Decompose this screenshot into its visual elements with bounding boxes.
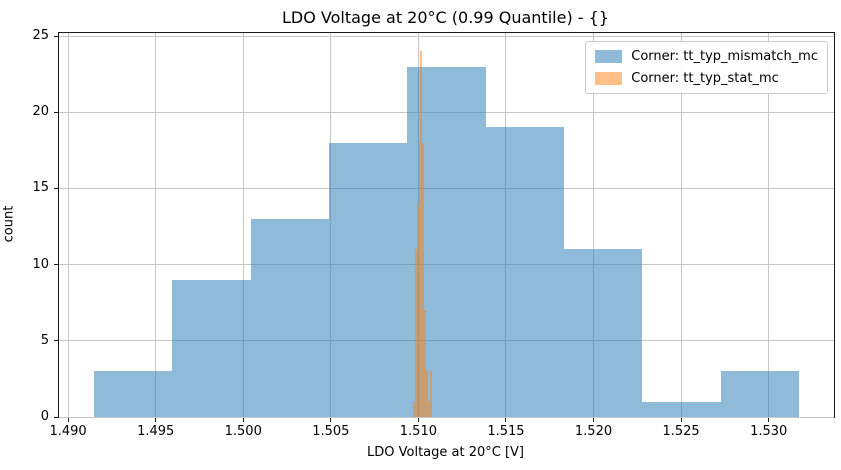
histogram-bar-series-1 <box>414 249 417 417</box>
histogram-bar-series-1 <box>416 203 419 417</box>
gridline-vertical <box>155 33 157 417</box>
x-tick-label: 1.505 <box>312 424 350 439</box>
gridline-horizontal <box>59 416 834 418</box>
gridline-vertical <box>680 33 682 417</box>
y-tick-label: 25 <box>32 28 49 44</box>
histogram-bar-series-1 <box>428 401 430 417</box>
histogram-bar-series-1 <box>426 371 429 417</box>
legend: Corner: tt_typ_mismatch_mc Corner: tt_ty… <box>585 41 828 94</box>
x-tick-mark <box>330 418 332 422</box>
histogram-bar-series-0 <box>642 401 721 417</box>
histogram-bar-series-0 <box>329 142 408 417</box>
x-tick-label: 1.525 <box>662 424 700 439</box>
histogram-bar-series-0 <box>172 279 251 417</box>
gridline-vertical <box>242 33 244 417</box>
x-axis-label: LDO Voltage at 20°C [V] <box>367 445 524 460</box>
legend-item-mismatch: Corner: tt_typ_mismatch_mc <box>595 49 818 64</box>
x-tick-mark <box>67 418 69 422</box>
y-tick-mark <box>54 35 58 37</box>
x-tick-label: 1.520 <box>574 424 613 439</box>
y-tick-label: 15 <box>32 180 49 196</box>
x-tick-label: 1.510 <box>399 424 437 439</box>
x-tick-label: 1.495 <box>137 424 175 439</box>
y-tick-mark <box>54 340 58 342</box>
legend-label-mismatch: Corner: tt_typ_mismatch_mc <box>631 49 818 64</box>
histogram-bar-series-0 <box>720 371 799 417</box>
plot-area: Corner: tt_typ_mismatch_mc Corner: tt_ty… <box>58 32 835 418</box>
y-tick-label: 5 <box>40 332 49 348</box>
x-tick-mark <box>768 418 770 422</box>
legend-swatch-mismatch-icon <box>595 50 623 63</box>
y-tick-mark <box>54 416 58 418</box>
histogram-bar-series-1 <box>429 371 432 417</box>
y-tick-label: 10 <box>32 256 49 272</box>
x-tick-mark <box>417 418 419 422</box>
legend-item-stat: Corner: tt_typ_stat_mc <box>595 71 818 86</box>
histogram-bar-series-0 <box>250 218 330 417</box>
y-axis-label: count <box>1 205 17 243</box>
histogram-bar-series-1 <box>422 142 425 417</box>
y-tick-mark <box>54 111 58 113</box>
legend-swatch-stat-icon <box>595 72 623 85</box>
bars-layer <box>59 33 834 417</box>
x-tick-mark <box>680 418 682 422</box>
y-tick-mark <box>54 264 58 266</box>
histogram-bar-series-1 <box>418 142 421 417</box>
legend-label-stat: Corner: tt_typ_stat_mc <box>631 71 779 86</box>
x-tick-mark <box>593 418 595 422</box>
y-tick-mark <box>54 187 58 189</box>
histogram-bar-series-1 <box>412 401 415 417</box>
histogram-bar-series-0 <box>485 127 564 417</box>
histogram-bar-series-0 <box>563 249 643 417</box>
gridline-vertical <box>768 33 770 417</box>
x-tick-label: 1.530 <box>750 424 788 439</box>
gridline-vertical <box>593 33 595 417</box>
x-tick-label: 1.515 <box>487 424 525 439</box>
y-tick-label: 0 <box>40 409 49 424</box>
x-tick-label: 1.490 <box>49 424 87 439</box>
y-tick-label: 20 <box>32 104 49 120</box>
x-tick-mark <box>155 418 157 422</box>
gridline-vertical <box>67 33 69 417</box>
chart-title: LDO Voltage at 20°C (0.99 Quantile) - {} <box>282 8 609 27</box>
x-tick-mark <box>505 418 507 422</box>
x-tick-label: 1.500 <box>224 424 262 439</box>
histogram-bar-series-1 <box>424 310 427 417</box>
x-tick-mark <box>242 418 244 422</box>
histogram-bar-series-0 <box>94 371 173 417</box>
histogram-bar-series-1 <box>420 51 423 417</box>
gridline-horizontal <box>59 35 834 37</box>
